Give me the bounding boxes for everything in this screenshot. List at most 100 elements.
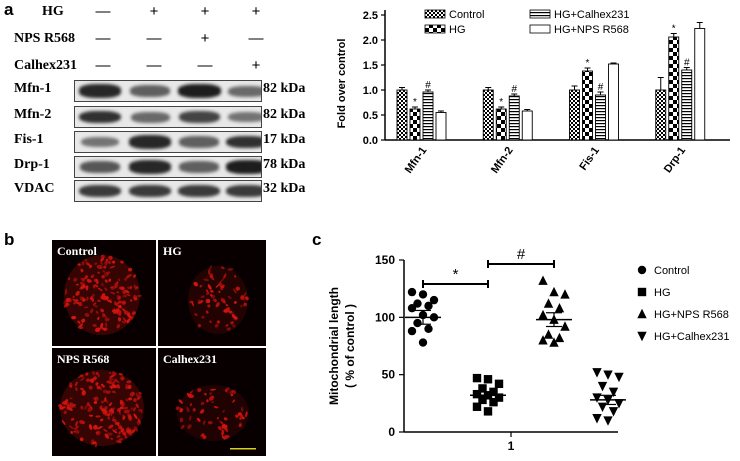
bar xyxy=(608,63,619,141)
data-point xyxy=(592,368,602,378)
mitochondrion xyxy=(206,399,209,403)
legend-entry: Control xyxy=(449,9,484,21)
mitochondrion xyxy=(106,299,113,303)
mitochondrion xyxy=(205,292,210,295)
mitochondrion xyxy=(65,288,67,295)
mitochondrion xyxy=(79,281,86,286)
data-point xyxy=(472,373,482,383)
mitochondrion xyxy=(243,302,247,307)
panel-label-c: c xyxy=(312,230,322,249)
mitochondrion xyxy=(218,282,223,288)
micrograph-image xyxy=(63,254,142,335)
y-tick-label: 2.5 xyxy=(363,10,378,22)
mitochondrion xyxy=(202,435,207,440)
mitochondrion xyxy=(94,284,99,288)
data-point xyxy=(592,393,602,403)
mitochondrion xyxy=(122,309,126,312)
category-label: Drp-1 xyxy=(662,145,688,175)
mitochondrion xyxy=(97,287,103,292)
y-tick-label: 150 xyxy=(375,253,395,267)
blot-band xyxy=(226,184,261,198)
mitochondrion xyxy=(123,277,127,281)
mitochondrion xyxy=(108,372,112,375)
mitochondrion xyxy=(107,412,111,417)
mitochondrion xyxy=(106,390,111,394)
mitochondrion xyxy=(84,275,88,280)
condition-sign: + xyxy=(200,3,210,20)
bar xyxy=(569,89,580,141)
mitochondrion xyxy=(69,402,75,408)
data-point xyxy=(418,338,428,347)
data-point xyxy=(472,402,482,411)
mitochondrion xyxy=(128,431,133,436)
mitochondrion xyxy=(88,414,94,417)
mitochondrion xyxy=(220,266,225,270)
mitochondrion xyxy=(121,300,126,305)
mitochondrion xyxy=(235,414,239,418)
mitochondrion xyxy=(129,391,135,397)
mitochondrion xyxy=(133,274,137,278)
mitochondrion xyxy=(200,300,204,303)
bar xyxy=(582,70,593,141)
bar xyxy=(495,108,507,141)
micrograph-image xyxy=(58,370,144,448)
mitochondrion xyxy=(129,299,133,302)
mitochondrion xyxy=(118,437,123,441)
data-point xyxy=(608,407,619,417)
data-point xyxy=(478,395,487,405)
molecular-weight-label: 82 kDa xyxy=(263,107,306,122)
mitochondrion xyxy=(111,371,117,376)
data-point xyxy=(603,370,613,380)
mitochondrion xyxy=(123,319,127,325)
mitochondrion xyxy=(118,286,125,290)
mitochondrion xyxy=(93,304,98,308)
micrograph-image xyxy=(188,265,249,334)
mitochondrion xyxy=(122,416,126,421)
micrograph-image xyxy=(175,385,256,450)
mitochondrion xyxy=(100,254,105,259)
data-point xyxy=(592,414,602,424)
mitochondrion xyxy=(94,327,101,333)
mitochondrion xyxy=(73,403,77,407)
mitochondrion xyxy=(104,406,108,410)
mitochondrion xyxy=(75,290,80,296)
mitochondrion xyxy=(108,278,112,282)
mitochondrion xyxy=(63,410,67,415)
mitochondrion xyxy=(75,387,78,391)
mitochondrion xyxy=(205,289,209,294)
protein-label: Fis-1 xyxy=(14,132,44,147)
mitochondrion xyxy=(223,417,228,421)
mitochondrion xyxy=(81,390,86,396)
mitochondrion xyxy=(120,260,124,264)
mitochondrion xyxy=(84,312,90,318)
condition-sign: + xyxy=(149,3,159,20)
mitochondrion xyxy=(189,300,194,304)
mitochondrion xyxy=(69,397,73,400)
mitochondrion xyxy=(102,270,106,273)
mitochondrion xyxy=(83,258,88,262)
data-point xyxy=(554,332,565,343)
mitochondrion xyxy=(110,286,114,289)
data-point xyxy=(429,295,439,305)
mitochondrion xyxy=(210,275,215,281)
mitochondrion xyxy=(101,274,105,279)
legend-marker xyxy=(637,331,647,342)
legend-swatch xyxy=(424,9,446,19)
mitochondrion xyxy=(228,310,233,314)
data-point xyxy=(549,337,559,347)
mitochondrion xyxy=(193,281,199,287)
mitochondrion xyxy=(100,257,104,262)
data-point xyxy=(413,299,422,308)
mitochondrion xyxy=(72,298,77,302)
blot-band xyxy=(129,184,171,198)
mitochondrion xyxy=(67,407,70,410)
mitochondrion xyxy=(133,413,138,420)
mitochondrion xyxy=(210,289,214,293)
mitochondrion xyxy=(226,327,231,331)
mitochondrion xyxy=(103,428,108,432)
mitochondrion xyxy=(69,425,74,429)
mitochondrion xyxy=(65,297,71,303)
mitochondrion xyxy=(110,286,116,290)
condition-sign: — xyxy=(95,30,111,47)
mitochondrion xyxy=(200,433,204,437)
